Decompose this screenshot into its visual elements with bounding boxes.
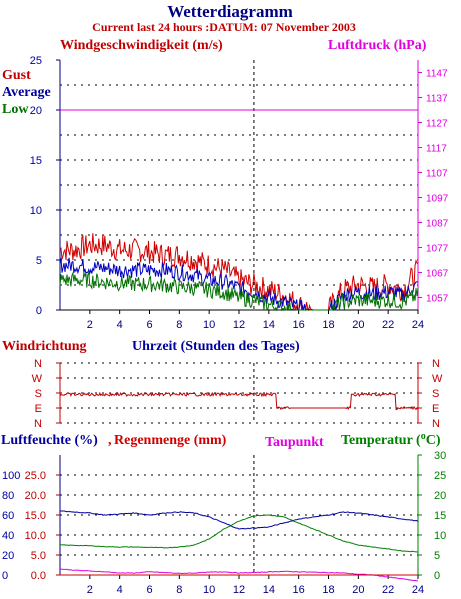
- humidity-label: Luftfeuchte (%): [1, 433, 98, 448]
- climate-x-tick-label: 12: [233, 584, 245, 596]
- rain-tick-label: 25.0: [25, 470, 46, 482]
- temp-tick-label: 15: [434, 510, 446, 522]
- rain-tick-label: 10.0: [25, 530, 46, 542]
- rain-tick-label: 15.0: [25, 510, 46, 522]
- wind-x-tick-label: 10: [203, 319, 215, 331]
- comma-label: ,: [108, 433, 112, 448]
- pressure-y-tick-label: 1057: [426, 294, 449, 305]
- temp-tick-label: 5: [434, 550, 440, 562]
- winddir-right-label: S: [432, 388, 439, 400]
- climate-x-tick-label: 20: [352, 584, 364, 596]
- climate-x-tick-label: 2: [87, 584, 93, 596]
- wind-ylabel: Windgeschwindigkeit (m/s): [60, 38, 223, 53]
- dewpoint-label: Taupunkt: [265, 435, 324, 450]
- wind-x-tick-label: 18: [322, 319, 334, 331]
- gust-line: [59, 233, 419, 312]
- climate-x-tick-label: 4: [117, 584, 123, 596]
- winddir-right-label: E: [432, 403, 439, 415]
- winddir-right-label: W: [432, 373, 443, 385]
- legend-gust: Gust: [2, 68, 31, 83]
- wind-x-tick-label: 14: [263, 319, 275, 331]
- wind-x-tick-label: 2: [87, 319, 93, 331]
- humidity-tick-label: 80: [2, 490, 14, 502]
- pressure-ylabel: Luftdruck (hPa): [328, 38, 427, 53]
- degree-symbol: o: [421, 431, 426, 442]
- climate-x-tick-label: 8: [176, 584, 182, 596]
- winddir-line: [59, 391, 419, 411]
- temp-tick-label: 25: [434, 470, 446, 482]
- winddir-left-label: N: [34, 418, 42, 430]
- climate-x-tick-label: 24: [412, 584, 424, 596]
- wind-x-tick-label: 24: [412, 319, 424, 331]
- rain-tick-label: 20.0: [25, 490, 46, 502]
- wind-y-tick-label: 25: [30, 55, 42, 67]
- winddir-title: Windrichtung: [2, 339, 87, 354]
- climate-x-tick-label: 22: [382, 584, 394, 596]
- winddir-left-label: E: [35, 403, 42, 415]
- page-subtitle: Current last 24 hours :DATUM: 07 Novembe…: [92, 20, 356, 34]
- plot-layer: 0510152025105710671077108710971107111711…: [2, 55, 449, 596]
- climate-x-tick-label: 18: [322, 584, 334, 596]
- rain-tick-label: 5.0: [31, 550, 46, 562]
- wind-y-tick-label: 5: [36, 255, 42, 267]
- humidity-tick-label: 0: [2, 570, 8, 582]
- winddir-left-label: S: [35, 388, 42, 400]
- wind-y-tick-label: 20: [30, 105, 42, 117]
- wind-y-tick-label: 15: [30, 155, 42, 167]
- legend-average: Average: [2, 85, 51, 100]
- wind-x-tick-label: 6: [146, 319, 152, 331]
- legend-low: Low: [2, 102, 29, 117]
- humidity-tick-label: 100: [2, 470, 20, 482]
- humidity-tick-label: 40: [2, 530, 14, 542]
- average-line: [59, 257, 418, 311]
- wind-x-tick-label: 20: [352, 319, 364, 331]
- climate-x-tick-label: 14: [263, 584, 275, 596]
- temp-tick-label: 10: [434, 530, 446, 542]
- humidity-tick-label: 60: [2, 510, 14, 522]
- temperature-unit: C): [426, 433, 441, 448]
- pressure-y-tick-label: 1097: [426, 194, 449, 205]
- pressure-y-tick-label: 1087: [426, 219, 449, 230]
- winddir-right-label: N: [432, 358, 440, 370]
- temperature-label: Temperatur (oC): [341, 431, 441, 448]
- dewpoint-line: [59, 568, 419, 582]
- pressure-y-tick-label: 1107: [426, 169, 448, 180]
- pressure-y-tick-label: 1147: [426, 69, 448, 80]
- pressure-y-tick-label: 1127: [426, 119, 448, 130]
- temperature-line: [59, 514, 419, 553]
- wind-y-tick-label: 10: [30, 205, 42, 217]
- winddir-right-label: N: [432, 418, 440, 430]
- time-axis-label: Uhrzeit (Stunden des Tages): [132, 339, 300, 354]
- wind-x-tick-label: 22: [382, 319, 394, 331]
- climate-x-tick-label: 10: [203, 584, 215, 596]
- wind-x-tick-label: 4: [117, 319, 123, 331]
- temp-tick-label: 20: [434, 490, 446, 502]
- rain-tick-label: 0.0: [31, 570, 46, 582]
- pressure-y-tick-label: 1117: [426, 144, 447, 155]
- temperature-label-text: Temperatur (: [341, 433, 421, 448]
- pressure-y-tick-label: 1077: [426, 244, 449, 255]
- climate-x-tick-label: 6: [146, 584, 152, 596]
- climate-x-tick-label: 16: [293, 584, 305, 596]
- temp-tick-label: 0: [434, 570, 440, 582]
- winddir-left-label: N: [34, 358, 42, 370]
- wind-x-tick-label: 16: [293, 319, 305, 331]
- humidity-tick-label: 20: [2, 550, 14, 562]
- wind-x-tick-label: 8: [176, 319, 182, 331]
- wind-y-tick-label: 0: [36, 305, 42, 317]
- pressure-y-tick-label: 1067: [426, 269, 449, 280]
- humidity-line: [59, 510, 419, 530]
- winddir-left-label: W: [32, 373, 43, 385]
- pressure-y-tick-label: 1137: [426, 94, 448, 105]
- temp-tick-label: 30: [434, 450, 446, 462]
- page-title: Wetterdiagramm: [167, 2, 293, 21]
- low-line: [59, 271, 419, 312]
- rain-label: Regenmenge (mm): [114, 433, 227, 448]
- wind-x-tick-label: 12: [233, 319, 245, 331]
